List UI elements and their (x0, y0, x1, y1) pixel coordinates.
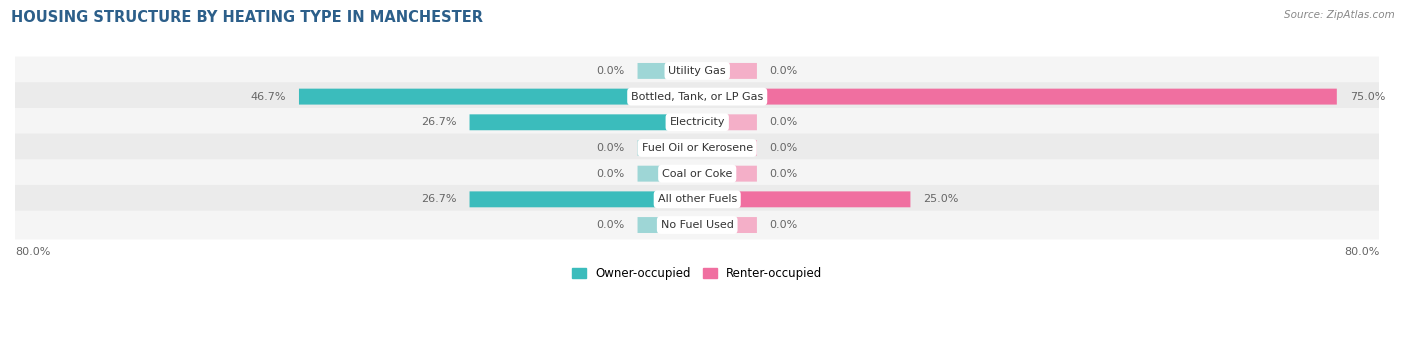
FancyBboxPatch shape (14, 134, 1381, 162)
Text: 0.0%: 0.0% (769, 169, 799, 179)
FancyBboxPatch shape (637, 217, 697, 233)
Text: 0.0%: 0.0% (596, 143, 624, 153)
FancyBboxPatch shape (14, 82, 1381, 111)
FancyBboxPatch shape (14, 57, 1381, 85)
FancyBboxPatch shape (697, 166, 756, 182)
Text: HOUSING STRUCTURE BY HEATING TYPE IN MANCHESTER: HOUSING STRUCTURE BY HEATING TYPE IN MAN… (11, 10, 484, 25)
Text: Utility Gas: Utility Gas (668, 66, 725, 76)
FancyBboxPatch shape (470, 191, 697, 207)
Text: 80.0%: 80.0% (1344, 247, 1379, 257)
Text: 0.0%: 0.0% (596, 66, 624, 76)
Text: Electricity: Electricity (669, 117, 725, 127)
Text: Bottled, Tank, or LP Gas: Bottled, Tank, or LP Gas (631, 92, 763, 102)
FancyBboxPatch shape (697, 191, 911, 207)
Text: 0.0%: 0.0% (769, 66, 799, 76)
Text: 80.0%: 80.0% (15, 247, 51, 257)
FancyBboxPatch shape (697, 114, 756, 130)
Text: All other Fuels: All other Fuels (658, 194, 737, 204)
FancyBboxPatch shape (14, 185, 1381, 214)
FancyBboxPatch shape (697, 89, 1337, 105)
Text: 0.0%: 0.0% (596, 220, 624, 230)
Text: Coal or Coke: Coal or Coke (662, 169, 733, 179)
Text: No Fuel Used: No Fuel Used (661, 220, 734, 230)
Text: 0.0%: 0.0% (769, 220, 799, 230)
Legend: Owner-occupied, Renter-occupied: Owner-occupied, Renter-occupied (567, 262, 827, 284)
FancyBboxPatch shape (697, 217, 756, 233)
FancyBboxPatch shape (470, 114, 697, 130)
FancyBboxPatch shape (637, 166, 697, 182)
FancyBboxPatch shape (697, 140, 756, 156)
Text: 26.7%: 26.7% (422, 117, 457, 127)
FancyBboxPatch shape (14, 211, 1381, 239)
Text: 25.0%: 25.0% (924, 194, 959, 204)
FancyBboxPatch shape (697, 63, 756, 79)
FancyBboxPatch shape (637, 63, 697, 79)
FancyBboxPatch shape (14, 159, 1381, 188)
Text: 0.0%: 0.0% (596, 169, 624, 179)
Text: Fuel Oil or Kerosene: Fuel Oil or Kerosene (641, 143, 752, 153)
Text: Source: ZipAtlas.com: Source: ZipAtlas.com (1284, 10, 1395, 20)
Text: 0.0%: 0.0% (769, 143, 799, 153)
FancyBboxPatch shape (14, 108, 1381, 137)
FancyBboxPatch shape (299, 89, 697, 105)
Text: 26.7%: 26.7% (422, 194, 457, 204)
FancyBboxPatch shape (637, 140, 697, 156)
Text: 0.0%: 0.0% (769, 117, 799, 127)
Text: 75.0%: 75.0% (1350, 92, 1385, 102)
Text: 46.7%: 46.7% (250, 92, 287, 102)
